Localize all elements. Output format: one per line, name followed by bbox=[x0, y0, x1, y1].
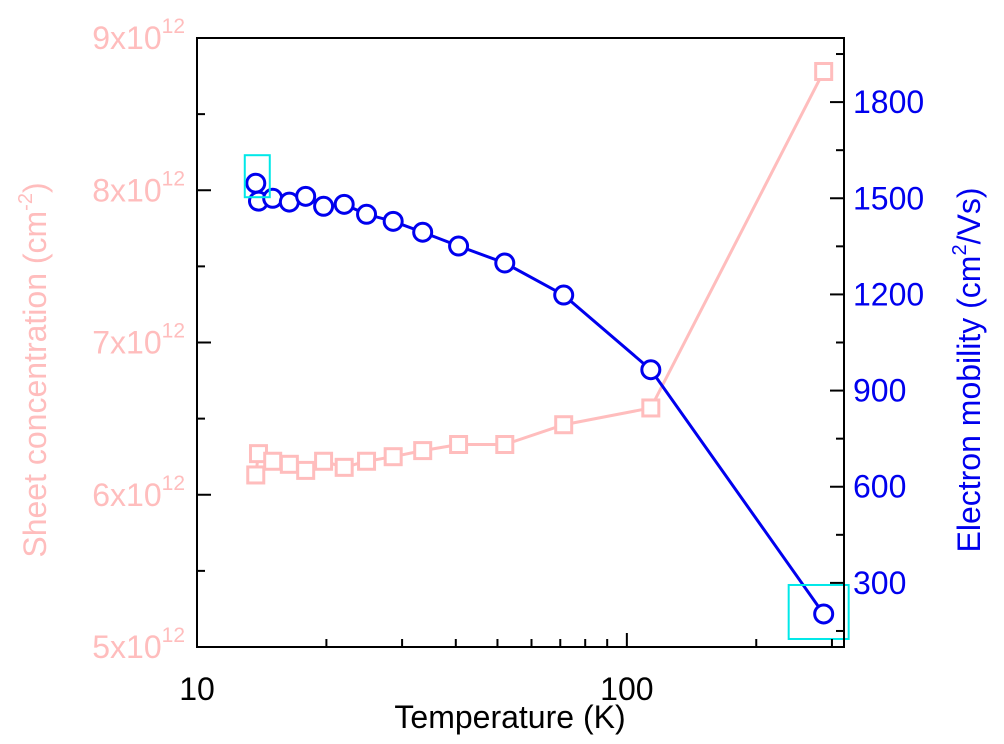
circle-marker bbox=[313, 195, 335, 217]
tick-base: 7x10 bbox=[92, 325, 161, 361]
left-y-tick-label: 5x1012 bbox=[92, 624, 185, 665]
circle-marker bbox=[553, 284, 575, 306]
right-axis-title: Electron mobility (cm2/Vs) bbox=[949, 188, 987, 553]
square-marker bbox=[383, 447, 403, 467]
right-y-tick-label: 600 bbox=[853, 469, 906, 505]
right-axis-title-sup: 2 bbox=[949, 244, 971, 255]
circle-marker bbox=[640, 359, 662, 381]
square-marker bbox=[554, 415, 574, 435]
square-marker bbox=[814, 61, 834, 81]
tick-base: 6x10 bbox=[92, 477, 161, 513]
circle-marker bbox=[262, 187, 284, 209]
square-marker bbox=[279, 454, 299, 474]
tick-exponent: 12 bbox=[162, 472, 185, 495]
circle-marker bbox=[245, 172, 267, 194]
square-marker bbox=[263, 451, 283, 471]
left-y-tick-label: 9x1012 bbox=[92, 15, 185, 56]
left-axis-title-text: Sheet concentration (cm bbox=[17, 211, 53, 558]
square-marker bbox=[449, 435, 469, 455]
tick-base: 5x10 bbox=[92, 629, 161, 665]
square-marker bbox=[357, 451, 377, 471]
x-tick-label: 10 bbox=[179, 671, 215, 707]
circle-marker bbox=[412, 221, 434, 243]
square-marker bbox=[413, 441, 433, 461]
left-axis-title-end: ) bbox=[17, 182, 53, 193]
tick-exponent: 12 bbox=[162, 167, 185, 190]
left-y-tick-label: 7x1012 bbox=[92, 320, 185, 361]
series-lines bbox=[254, 70, 826, 615]
tick-exponent: 12 bbox=[162, 15, 185, 38]
x-tick-label: 100 bbox=[600, 671, 653, 707]
highlight-boxes bbox=[243, 154, 850, 640]
highlight-box bbox=[787, 583, 850, 640]
left-axis-title-sup: -2 bbox=[15, 193, 37, 211]
series-line-electron-mobility bbox=[254, 182, 825, 615]
tick-exponent: 12 bbox=[162, 624, 185, 647]
square-marker bbox=[246, 465, 266, 485]
tick-labels: 10 1005x10126x10127x10128x10129x101230060… bbox=[92, 15, 924, 707]
square-marker bbox=[641, 398, 661, 418]
left-y-tick-label: 8x1012 bbox=[92, 167, 185, 208]
right-y-tick-label: 900 bbox=[853, 373, 906, 409]
right-y-tick-label: 1500 bbox=[853, 180, 924, 216]
right-y-tick-label: 300 bbox=[853, 565, 906, 601]
plot-frame bbox=[196, 37, 845, 648]
series-markers bbox=[245, 61, 835, 625]
tick-base: 8x10 bbox=[92, 172, 161, 208]
square-marker bbox=[296, 460, 316, 480]
circle-marker bbox=[494, 252, 516, 274]
left-axis-title: Sheet concentration (cm-2) bbox=[15, 182, 53, 557]
x-axis-title: Temperature (K) bbox=[394, 699, 625, 735]
right-y-tick-label: 1200 bbox=[853, 276, 924, 312]
tick-exponent: 12 bbox=[162, 320, 185, 343]
right-axis-title-text: Electron mobility (cm bbox=[951, 256, 987, 553]
square-marker bbox=[314, 451, 334, 471]
series-line-sheet-concentration bbox=[254, 70, 826, 476]
circle-marker bbox=[356, 203, 378, 225]
right-y-tick-label: 1800 bbox=[853, 84, 924, 120]
square-marker bbox=[334, 457, 354, 477]
square-marker bbox=[495, 435, 515, 455]
axis-ticks bbox=[196, 37, 844, 648]
circle-marker bbox=[295, 185, 317, 207]
left-y-tick-label: 6x1012 bbox=[92, 472, 185, 513]
circle-marker bbox=[382, 210, 404, 232]
circle-marker bbox=[333, 193, 355, 215]
highlight-box bbox=[243, 154, 271, 199]
circle-marker bbox=[813, 603, 835, 625]
tick-base: 9x10 bbox=[92, 20, 161, 56]
circle-marker bbox=[448, 235, 470, 257]
right-axis-title-end: /Vs) bbox=[951, 188, 987, 245]
